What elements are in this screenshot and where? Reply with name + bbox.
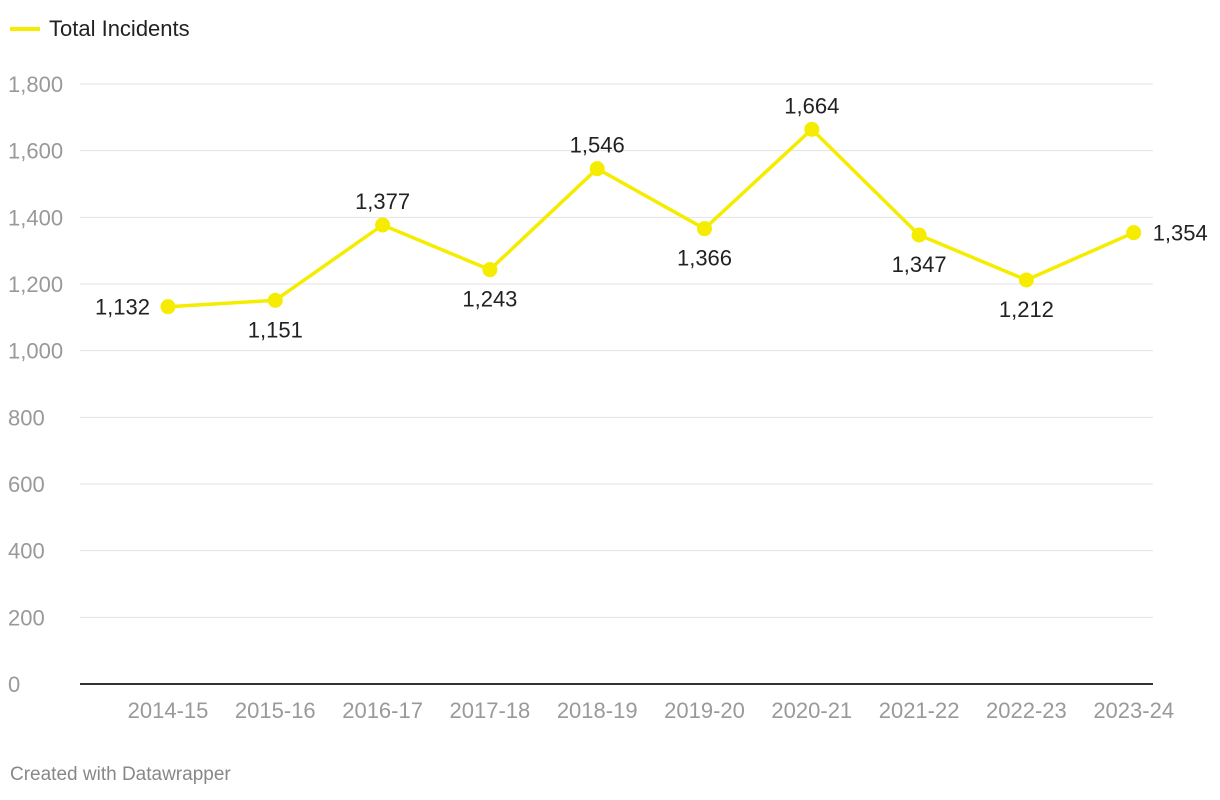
legend: Total Incidents bbox=[10, 16, 190, 42]
data-point bbox=[1018, 272, 1034, 288]
gridlines bbox=[80, 83, 1153, 685]
data-point bbox=[267, 292, 283, 308]
y-tick-label: 800 bbox=[8, 405, 45, 430]
x-tick-label: 2016-17 bbox=[342, 698, 423, 723]
y-tick-label: 0 bbox=[8, 672, 20, 697]
y-tick-label: 1,800 bbox=[8, 72, 63, 97]
footer-credit: Created with Datawrapper bbox=[10, 764, 231, 785]
data-label: 1,546 bbox=[570, 133, 625, 158]
data-label: 1,212 bbox=[999, 297, 1054, 322]
legend-label: Total Incidents bbox=[49, 16, 190, 41]
data-label: 1,377 bbox=[355, 189, 410, 214]
y-tick-label: 1,200 bbox=[8, 272, 63, 297]
data-labels: 1,132 1,151 1,377 1,243 1,546 1,366 1,664 1,347… bbox=[95, 93, 1208, 342]
data-point bbox=[911, 227, 927, 243]
x-tick-label: 2018-19 bbox=[557, 698, 638, 723]
data-point bbox=[804, 121, 820, 137]
data-points bbox=[160, 121, 1142, 315]
data-label: 1,347 bbox=[892, 252, 947, 277]
x-tick-label: 2014-15 bbox=[128, 698, 209, 723]
data-label: 1,664 bbox=[784, 93, 839, 118]
x-tick-label: 2021-22 bbox=[879, 698, 960, 723]
legend-swatch bbox=[10, 27, 40, 31]
data-point bbox=[697, 221, 712, 237]
x-tick-label: 2023-24 bbox=[1093, 698, 1174, 723]
series-line-layer bbox=[167, 127, 1135, 309]
data-point bbox=[1126, 225, 1142, 241]
x-tick-label: 2020-21 bbox=[771, 698, 852, 723]
data-point bbox=[160, 299, 176, 315]
data-label: 1,366 bbox=[677, 246, 732, 271]
y-tick-label: 200 bbox=[8, 605, 45, 630]
data-label: 1,132 bbox=[95, 295, 150, 320]
series-line bbox=[167, 127, 1135, 309]
x-tick-label: 2022-23 bbox=[986, 698, 1067, 723]
y-tick-label: 1,000 bbox=[8, 339, 63, 364]
x-tick-label: 2017-18 bbox=[450, 698, 531, 723]
y-tick-label: 1,400 bbox=[8, 205, 63, 230]
y-axis-tick-labels: 0 200 400 600 800 1,000 1,200 1,400 1,600 1,800 bbox=[8, 72, 63, 697]
x-axis-tick-labels: 2014-15 2015-16 2016-17 2017-18 2018-19 2019-… bbox=[128, 698, 1174, 723]
data-label: 1,151 bbox=[248, 317, 303, 342]
data-point bbox=[375, 217, 391, 233]
x-tick-label: 2015-16 bbox=[235, 698, 316, 723]
data-label: 1,354 bbox=[1153, 221, 1208, 246]
data-label: 1,243 bbox=[462, 287, 517, 312]
y-tick-label: 400 bbox=[8, 539, 45, 564]
data-point bbox=[589, 161, 605, 177]
x-tick-label: 2019-20 bbox=[664, 698, 745, 723]
y-tick-label: 1,600 bbox=[8, 139, 63, 164]
data-point bbox=[482, 262, 498, 278]
y-tick-label: 600 bbox=[8, 472, 45, 497]
